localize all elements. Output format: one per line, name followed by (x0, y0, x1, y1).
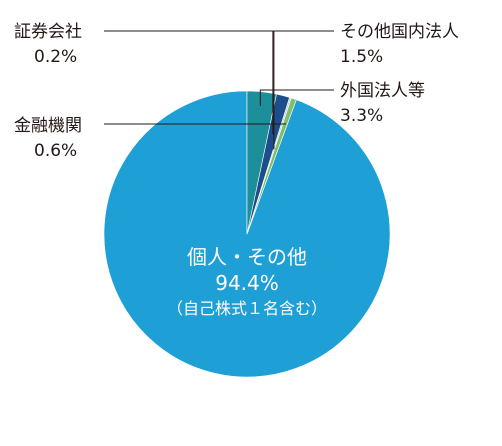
slice-label-kojin-sonota: 個人・その他 (187, 245, 307, 269)
slice-label-sonota-kokunai-hojin: その他国内法人 (340, 22, 459, 42)
slice-value-kinyu-kikan: 0.6% (34, 141, 77, 161)
slice-value-shoken-gaisha: 0.2% (34, 47, 77, 67)
pie-slice-gaikoku-hojin (246, 90, 277, 235)
leader-line-gaikoku-hojin (259, 89, 334, 106)
pie-slices (103, 90, 391, 378)
slice-value-kojin-sonota: 94.4% (215, 271, 279, 295)
slice-label-kinyu-kikan: 金融機関 (14, 116, 82, 136)
slice-note-kojin-sonota: （自己株式１名含む） (167, 299, 327, 318)
slice-labels: 個人・その他 94.4% （自己株式１名含む） 証券会社 0.2% 金融機関 0… (14, 22, 459, 318)
leader-lines (104, 30, 334, 150)
slice-value-gaikoku-hojin: 3.3% (340, 106, 383, 126)
leader-line-kinyu-kikan (104, 123, 286, 125)
slice-label-shoken-gaisha: 証券会社 (14, 22, 82, 42)
leader-line-sonota-kokunai-hojin (272, 30, 334, 135)
slice-label-gaikoku-hojin: 外国法人等 (340, 81, 425, 101)
slice-value-sonota-kokunai-hojin: 1.5% (340, 47, 383, 67)
